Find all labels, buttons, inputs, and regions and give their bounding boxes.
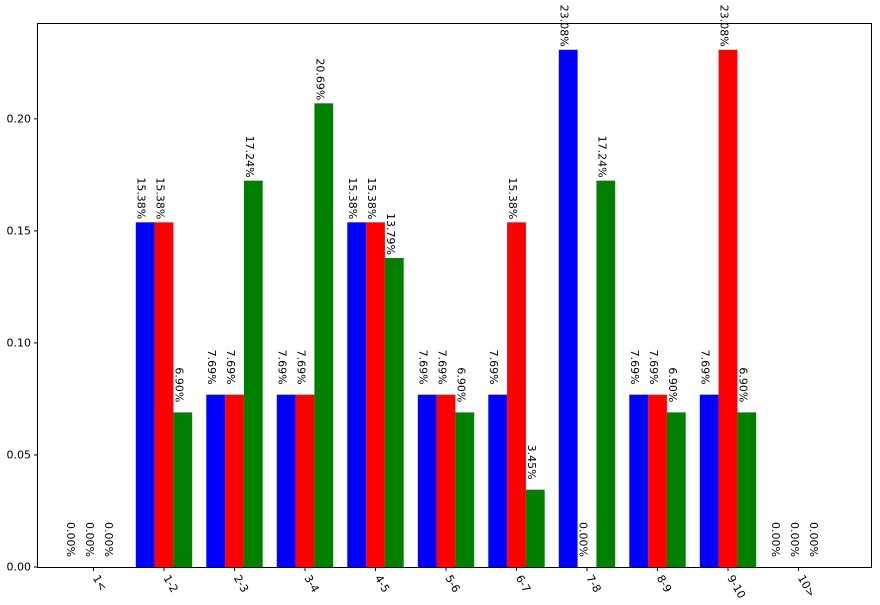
x-tick-label: 6-7	[513, 573, 533, 595]
bar-1-2-s1	[135, 222, 155, 567]
bar-6-7-s2	[507, 222, 526, 567]
data-label-10>-s2: 0.00%	[788, 522, 801, 557]
y-tick-label: 0.05	[7, 448, 32, 461]
bar-2-3-s3	[243, 180, 263, 567]
bar-5-6-s2	[436, 394, 456, 567]
bar-9-10-s3	[737, 412, 757, 567]
data-label-3-4-s3: 20.69%	[313, 58, 326, 100]
x-axis: 1< 1-2 2-3 3-4 4-5 5-6 6-7 7-8 8-9 9-10 10>	[90, 567, 818, 601]
bar-4-5-s3	[384, 257, 404, 567]
data-label-7-8-s1: 23.08%	[558, 5, 571, 47]
x-tick-label: 2-3	[231, 573, 251, 595]
bar-9-10-s1	[699, 394, 719, 567]
bar-8-9-s2	[648, 394, 667, 567]
bar-4-5-s1	[347, 222, 367, 567]
data-label-2-3-s1: 7.69%	[205, 350, 218, 385]
data-label-1-2-s1: 15.38%	[135, 177, 148, 219]
data-label-9-10-s1: 7.69%	[699, 350, 712, 385]
data-label-6-7-s3: 3.45%	[525, 445, 538, 480]
bar-1-2-s3	[173, 412, 193, 567]
bars-layer	[135, 49, 757, 567]
data-label-3-4-s2: 7.69%	[295, 350, 308, 385]
data-label-4-5-s3: 13.79%	[384, 213, 397, 255]
bar-3-4-s1	[276, 394, 296, 567]
bar-8-9-s3	[666, 412, 686, 567]
bar-4-5-s2	[366, 222, 385, 567]
data-label-1<-s1: 0.00%	[64, 522, 77, 557]
data-label-9-10-s3: 6.90%	[736, 367, 749, 402]
data-label-8-9-s3: 6.90%	[666, 367, 679, 402]
bar-9-10-s2	[718, 49, 738, 567]
bar-5-6-s3	[455, 412, 475, 567]
data-label-6-7-s2: 15.38%	[506, 177, 519, 219]
bar-3-4-s2	[295, 394, 315, 567]
bar-6-7-s1	[488, 394, 508, 567]
data-label-7-8-s3: 17.24%	[595, 136, 608, 178]
bar-7-8-s1	[558, 49, 578, 567]
data-label-4-5-s1: 15.38%	[346, 177, 359, 219]
y-tick-label: 0.20	[7, 112, 32, 125]
x-tick-label: 7-8	[583, 573, 603, 595]
x-tick-label: 1-2	[160, 573, 180, 595]
data-label-9-10-s2: 23.08%	[718, 5, 731, 47]
y-tick-label: 0.10	[7, 336, 32, 349]
x-tick-label: 8-9	[654, 573, 674, 595]
bar-5-6-s1	[417, 394, 437, 567]
plot-frame	[37, 23, 872, 568]
data-label-5-6-s2: 7.69%	[436, 350, 449, 385]
x-tick-label: 10>	[795, 573, 818, 600]
x-tick-label: 1<	[90, 573, 109, 594]
data-labels-layer: 0.00% 0.00% 0.00% 15.38% 15.38% 6.90% 7.69% 7.6…	[64, 5, 820, 557]
x-tick-label: 3-4	[301, 573, 321, 595]
y-axis: 0.00 0.05 0.10 0.15 0.20	[7, 112, 38, 574]
data-label-2-3-s2: 7.69%	[224, 350, 237, 385]
y-tick-label: 0.15	[7, 224, 32, 237]
data-label-8-9-s1: 7.69%	[628, 350, 641, 385]
bar-7-8-s3	[596, 180, 616, 567]
data-label-1<-s3: 0.00%	[102, 522, 115, 557]
data-label-4-5-s2: 15.38%	[365, 177, 378, 219]
x-tick-label: 9-10	[724, 573, 748, 601]
data-label-3-4-s1: 7.69%	[276, 350, 289, 385]
bar-2-3-s2	[225, 394, 244, 567]
bar-8-9-s1	[629, 394, 649, 567]
y-tick-label: 0.00	[7, 561, 32, 574]
data-label-2-3-s3: 17.24%	[243, 136, 256, 178]
data-label-6-7-s1: 7.69%	[487, 350, 500, 385]
data-label-5-6-s1: 7.69%	[417, 350, 430, 385]
data-label-10>-s3: 0.00%	[807, 522, 820, 557]
data-label-7-8-s2: 0.00%	[577, 522, 590, 557]
bar-1-2-s2	[154, 222, 174, 567]
bar-6-7-s3	[525, 489, 545, 567]
bar-3-4-s3	[314, 103, 334, 567]
data-label-8-9-s2: 7.69%	[647, 350, 660, 385]
bar-2-3-s1	[206, 394, 226, 567]
x-tick-label: 4-5	[372, 573, 392, 595]
data-label-1-2-s3: 6.90%	[172, 367, 185, 402]
data-label-5-6-s3: 6.90%	[454, 367, 467, 402]
data-label-1<-s2: 0.00%	[83, 522, 96, 557]
x-tick-label: 5-6	[442, 573, 462, 595]
data-label-1-2-s2: 15.38%	[154, 177, 167, 219]
data-label-10>-s1: 0.00%	[769, 522, 782, 557]
